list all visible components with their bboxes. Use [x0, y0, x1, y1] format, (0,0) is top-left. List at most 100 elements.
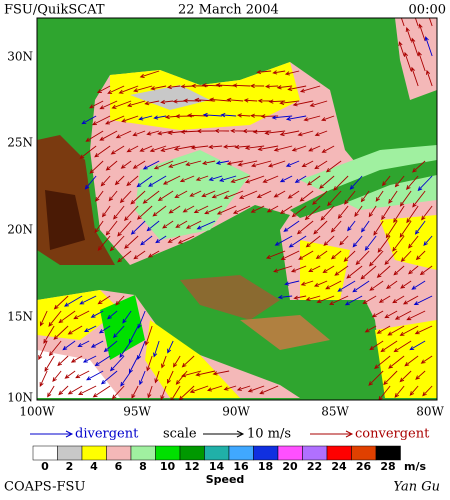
- wind-vector: [191, 83, 209, 89]
- wind-vector: [244, 175, 265, 184]
- wind-vector: [251, 160, 272, 168]
- wind-vector: [243, 98, 258, 103]
- wind-vector: [47, 385, 55, 398]
- lat-label: 15N: [7, 310, 33, 324]
- wind-vector: [187, 113, 209, 118]
- wind-vector: [322, 265, 335, 274]
- wind-vector: [208, 144, 223, 149]
- wind-vector: [113, 205, 125, 220]
- wind-vector: [139, 145, 153, 152]
- lon-label: 90W: [222, 405, 250, 419]
- wind-vector: [173, 145, 195, 151]
- wind-vector: [333, 175, 349, 191]
- lat-label: 30N: [7, 50, 33, 64]
- wind-vector: [196, 220, 216, 230]
- arrow-head: [345, 430, 354, 438]
- wind-vector: [312, 190, 328, 205]
- wind-vector: [411, 280, 426, 290]
- wind-vector: [378, 385, 391, 400]
- colorbar-unit: m/s: [404, 460, 426, 473]
- wind-vector: [283, 220, 300, 232]
- wind-vector: [232, 83, 251, 88]
- wind-vector: [157, 190, 174, 201]
- wind-vector: [174, 190, 188, 199]
- wind-vector: [189, 190, 202, 197]
- wind-vector: [364, 235, 377, 251]
- wind-vector: [409, 385, 419, 396]
- wind-vector: [175, 220, 188, 228]
- wind-vector: [277, 295, 293, 300]
- wind-vector: [386, 280, 398, 289]
- wind-vector: [418, 23, 426, 42]
- island: [290, 160, 437, 218]
- colorbar-box: [179, 445, 205, 461]
- colorbar-box: [204, 445, 230, 461]
- highlands: [180, 275, 280, 320]
- wind-vector: [343, 250, 356, 262]
- wind-vector: [291, 205, 307, 218]
- speed-patch: [380, 215, 437, 270]
- wind-vector: [408, 265, 419, 275]
- wind-vector: [85, 130, 104, 142]
- wind-vector: [70, 355, 83, 363]
- wind-vector: [308, 145, 321, 152]
- wind-vector: [89, 100, 104, 109]
- wind-vector: [175, 370, 188, 385]
- wind-vector: [384, 250, 398, 266]
- wind-vector: [394, 175, 405, 188]
- lat-label: 20N: [7, 223, 33, 237]
- lat-label: 25N: [7, 136, 33, 150]
- wind-vector: [107, 310, 118, 320]
- wind-vector: [265, 84, 279, 89]
- wind-vector: [247, 385, 265, 393]
- wind-vector: [249, 83, 265, 89]
- wind-vector: [146, 130, 160, 136]
- speed-patch: [375, 320, 437, 398]
- wind-vector: [250, 205, 265, 213]
- colorbar-label: 28: [380, 460, 395, 473]
- colorbar-label: 4: [90, 460, 98, 473]
- wind-vector: [132, 160, 146, 169]
- wind-vector: [222, 144, 237, 149]
- arrow-head: [236, 430, 245, 438]
- wind-vector: [100, 370, 118, 385]
- wind-vector: [105, 115, 125, 125]
- wind-vector: [421, 205, 433, 221]
- wind-vector: [167, 235, 181, 243]
- colorbar-box: [130, 445, 156, 461]
- wind-vector: [257, 98, 272, 103]
- wind-vector: [67, 325, 83, 335]
- colorbar-label: 2: [66, 460, 74, 473]
- wind-vector: [285, 115, 307, 121]
- wind-vector: [131, 385, 139, 399]
- wind-vector: [402, 295, 419, 305]
- wind-vector: [276, 85, 293, 90]
- wind-vector: [259, 385, 279, 395]
- wind-vector: [137, 310, 146, 329]
- wind-vector: [273, 265, 293, 273]
- colorbar-label: 6: [115, 460, 123, 473]
- colorbar-box: [81, 445, 107, 461]
- wind-vector: [196, 128, 216, 134]
- wind-vector: [39, 310, 48, 327]
- wind-vector: [92, 385, 111, 398]
- wind-vector: [201, 190, 216, 198]
- wind-vector: [126, 145, 139, 153]
- lon-label: 85W: [321, 405, 349, 419]
- wind-vector: [216, 205, 237, 215]
- wind-vector: [308, 265, 321, 272]
- wind-vector: [347, 220, 356, 232]
- wind-vector: [371, 310, 384, 318]
- wind-vector: [362, 295, 377, 305]
- wind-vector: [320, 205, 335, 221]
- wind-vector: [330, 220, 342, 233]
- wind-vector: [92, 115, 111, 126]
- wind-vector: [150, 85, 167, 91]
- arrow-head: [65, 430, 74, 438]
- speed-patch: [145, 320, 240, 398]
- colorbar-box: [326, 445, 352, 461]
- colorbar-box: [228, 445, 254, 461]
- wind-vector: [130, 190, 146, 205]
- colorbar-box: [106, 445, 132, 461]
- wind-vector: [67, 385, 83, 395]
